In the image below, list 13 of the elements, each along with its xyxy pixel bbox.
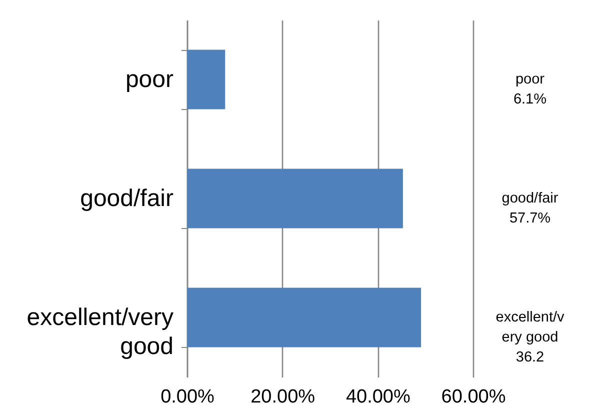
y-tick-label: poor <box>125 66 174 93</box>
text: good/fair 57.7% <box>502 190 558 226</box>
text: poor 6.1% <box>513 72 547 108</box>
bar <box>187 168 403 228</box>
x-tick-label: 40.00% <box>346 386 410 408</box>
x-tick-label: 60.00% <box>441 386 506 408</box>
bar <box>187 50 226 110</box>
x-tick-label: 0.00% <box>160 386 215 408</box>
bar <box>187 288 422 348</box>
x-tick-label: 20.00% <box>250 386 316 408</box>
y-tick-label: excellent/very good <box>26 304 174 360</box>
text: excellent/v ery good 36.2 <box>496 310 565 366</box>
y-tick-label: good/fair <box>80 185 174 212</box>
